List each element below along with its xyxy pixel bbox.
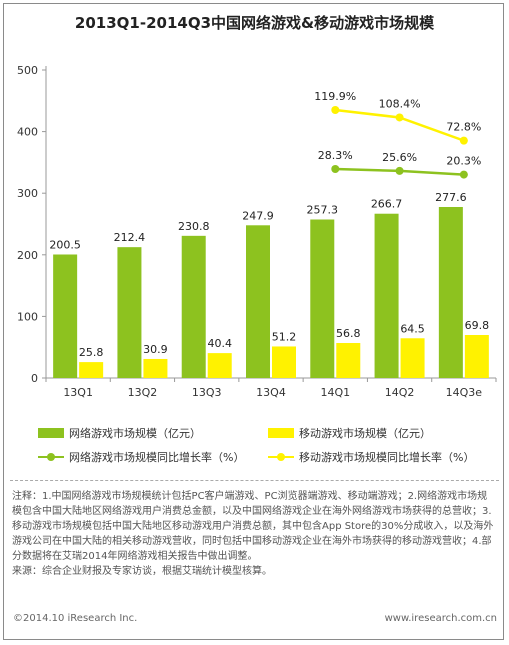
- growth-label-2: 108.4%: [379, 97, 421, 110]
- bar-1: [374, 213, 399, 378]
- x-tick-label: 13Q3: [192, 386, 222, 399]
- bar-2: [79, 362, 104, 378]
- bar-1-label: 230.8: [178, 220, 210, 233]
- bar-2: [464, 335, 489, 378]
- y-tick-label: 300: [17, 187, 38, 200]
- bar-1: [117, 247, 142, 378]
- y-tick-label: 200: [17, 249, 38, 262]
- legend-line1-swatch: [38, 452, 64, 462]
- growth-label-1: 28.3%: [318, 149, 353, 162]
- growth-point-1: [331, 165, 340, 173]
- legend-line1: 网络游戏市场规模同比增长率（%）: [38, 449, 244, 465]
- chart-plot: 0 100 200 300 400 500 13Q1 13Q2 13Q3 13Q4 14Q1 14Q2…: [17, 64, 497, 399]
- x-tick-label: 13Q1: [63, 386, 93, 399]
- bar-1-label: 212.4: [114, 231, 146, 244]
- legend-bar1: 网络游戏市场规模（亿元）: [38, 425, 201, 441]
- legend-line2: 移动游戏市场规模同比增长率（%）: [268, 449, 474, 465]
- bar-1: [310, 219, 335, 378]
- copyright-text: ©2014.10 iResearch Inc.: [13, 613, 138, 624]
- bar-2-label: 25.8: [79, 346, 104, 359]
- chart-title: 2013Q1-2014Q3中国网络游戏&移动游戏市场规模: [74, 14, 435, 32]
- growth-label-2: 72.8%: [446, 121, 481, 134]
- growth-point-2: [395, 113, 404, 122]
- bar-1: [246, 225, 270, 378]
- growth-point-1: [459, 170, 468, 179]
- x-tick-label: 13Q2: [128, 386, 158, 399]
- bar-2: [207, 353, 232, 378]
- y-tick-label: 100: [17, 310, 38, 323]
- bar-1-label: 200.5: [49, 238, 81, 251]
- bar-2: [143, 358, 168, 378]
- legend-bar1-swatch: [38, 428, 64, 438]
- bar-1-label: 247.9: [242, 209, 274, 222]
- legend-bar1-label: 网络游戏市场规模（亿元）: [69, 427, 201, 440]
- bar-2: [272, 346, 296, 378]
- legend-bar2: 移动游戏市场规模（亿元）: [268, 425, 431, 441]
- note-text: 注释：1.中国网络游戏市场规模统计包括PC客户端游戏、PC浏览器端游戏、移动端游…: [12, 491, 494, 562]
- bar-2-label: 51.2: [272, 330, 297, 343]
- bar-1: [438, 206, 463, 378]
- site-url: www.iresearch.com.cn: [384, 613, 497, 624]
- bar-1: [53, 254, 78, 378]
- bar-2-label: 30.9: [143, 343, 168, 356]
- y-tick-label: 500: [17, 64, 38, 77]
- legend-line2-swatch: [268, 452, 294, 462]
- notes-block: 注释：1.中国网络游戏市场规模统计包括PC客户端游戏、PC浏览器端游戏、移动端游…: [12, 489, 497, 579]
- growth-label-2: 119.9%: [314, 90, 356, 103]
- legend-bar2-label: 移动游戏市场规模（亿元）: [299, 427, 431, 440]
- growth-label-1: 25.6%: [382, 151, 417, 164]
- x-tick-label: 14Q1: [320, 386, 350, 399]
- y-tick-label: 400: [17, 126, 38, 139]
- legend-line1-label: 网络游戏市场规模同比增长率（%）: [69, 451, 245, 464]
- growth-point-2: [459, 136, 468, 145]
- bar-2-label: 64.5: [400, 322, 425, 335]
- growth-label-1: 20.3%: [446, 155, 481, 168]
- x-tick-label: 13Q4: [256, 386, 286, 399]
- bar-1-label: 257.3: [307, 204, 339, 217]
- bar-2: [336, 343, 361, 378]
- note-separator: [10, 480, 499, 482]
- x-tick-label: 14Q2: [385, 386, 415, 399]
- legend-bar2-swatch: [268, 428, 294, 438]
- growth-point-2: [331, 106, 340, 114]
- y-tick-label: 0: [31, 372, 38, 385]
- legend-line2-label: 移动游戏市场规模同比增长率（%）: [299, 451, 475, 464]
- x-tick-label: 14Q3e: [446, 386, 483, 399]
- bar-1-label: 266.7: [371, 198, 403, 211]
- bar-2-label: 69.8: [465, 319, 490, 332]
- growth-point-1: [395, 166, 404, 175]
- chart-frame: [3, 3, 504, 640]
- bar-1: [181, 235, 206, 378]
- bar-2-label: 40.4: [207, 337, 232, 350]
- bar-2-label: 56.8: [336, 327, 361, 340]
- source-text: 来源：综合企业财报及专家访谈，根据艾瑞统计模型核算。: [12, 566, 272, 577]
- bar-2: [400, 338, 425, 378]
- bar-1-label: 277.6: [435, 191, 467, 204]
